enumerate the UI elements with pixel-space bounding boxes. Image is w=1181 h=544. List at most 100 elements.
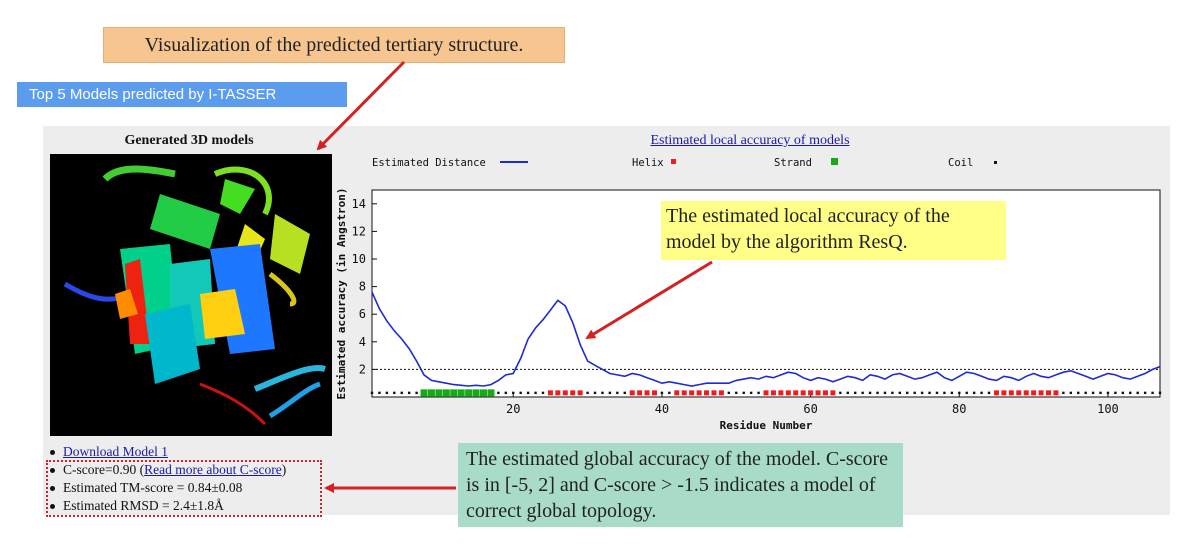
coil-marker [906,391,909,395]
helix-marker [1038,390,1044,396]
coil-marker [958,391,961,395]
coil-marker [943,391,946,395]
coil-marker [742,391,745,395]
coil-marker [735,391,738,395]
helix-marker [808,390,814,396]
coil-marker [400,391,403,395]
coil-marker [370,391,374,395]
coil-marker [928,391,931,395]
x-tick-label: 80 [952,402,966,416]
helix-marker [1045,390,1051,396]
y-tick-label: 12 [352,224,366,238]
coil-marker [1091,391,1095,395]
strand-marker [442,389,450,397]
strand-marker [420,389,428,397]
coil-marker [1099,391,1102,395]
coil-marker [972,391,976,395]
y-tick-label: 6 [359,307,366,321]
helix-marker [718,390,724,396]
y-tick-label: 14 [352,197,366,211]
legend-distance-label: Estimated Distance [372,157,486,169]
coil-marker [608,391,612,395]
distance-series-line [371,291,1161,387]
download-model-link[interactable]: Download Model 1 [63,444,168,459]
coil-marker [913,391,916,395]
coil-marker [1062,391,1065,395]
coil-marker [593,391,597,395]
coil-marker [623,391,626,395]
coil-marker [749,391,753,395]
model-3d-viewer[interactable] [50,154,332,436]
y-tick-label: 4 [359,335,366,349]
x-axis-label: Residue Number [720,419,813,432]
helix-marker [830,390,836,396]
helix-marker [644,390,650,396]
cscore-value: C-score=0.90 [63,462,137,477]
helix-marker [570,390,576,396]
legend-strand-label: Strand [774,157,812,169]
helix-marker [689,390,695,396]
coil-marker [987,391,991,395]
strand-marker [457,389,465,397]
helix-marker [555,390,561,396]
y-tick-label: 8 [359,280,366,294]
coil-marker [1069,391,1072,395]
helix-marker [815,390,821,396]
structure-annotation: Visualization of the predicted tertiary … [103,27,565,63]
models-title: Generated 3D models [124,133,254,148]
helix-marker [704,390,710,396]
global-accuracy-annotation: The estimated global accuracy of the mod… [458,443,903,527]
legend-strand-swatch [831,158,838,165]
rmsd-item: Estimated RMSD = 2.4±1.8Å [50,497,286,515]
coil-marker [846,391,849,395]
y-tick-label: 2 [359,362,366,376]
helix-marker [629,390,635,396]
helix-marker [577,390,583,396]
rmsd-value: Estimated RMSD = 2.4±1.8Å [63,498,224,513]
coil-marker [668,391,671,395]
local-accuracy-title-link[interactable]: Estimated local accuracy of models [650,133,850,148]
helix-marker [993,390,999,396]
helix-marker [770,390,776,396]
coil-marker [519,391,522,395]
coil-marker [1077,391,1080,395]
legend-helix-swatch [671,159,676,164]
coil-marker [883,391,887,395]
coil-marker [868,391,872,395]
coil-marker [385,391,389,395]
coil-marker [727,391,731,395]
coil-marker [526,391,530,395]
helix-marker [1053,390,1059,396]
helix-marker [1016,390,1022,396]
coil-marker [1114,391,1117,395]
x-tick-label: 20 [506,402,520,416]
coil-marker [504,391,508,395]
cscore-item: C-score=0.90 (Read more about C-score) [50,461,286,479]
cscore-info-link[interactable]: Read more about C-score [144,462,282,477]
x-tick-label: 40 [655,402,669,416]
coil-marker [601,391,604,395]
arrow-to-3d-model [316,60,406,151]
helix-marker [778,390,784,396]
tm-score-value: Estimated TM-score = 0.84±0.08 [63,480,243,495]
helix-marker [1023,390,1029,396]
legend-helix-label: Helix [632,157,664,169]
helix-marker [651,390,657,396]
coil-marker [616,391,619,395]
coil-marker [891,391,894,395]
coil-marker [393,391,396,395]
helix-marker [763,390,769,396]
coil-marker [407,391,411,395]
coil-marker [876,391,879,395]
tm-score-item: Estimated TM-score = 0.84±0.08 [50,479,286,497]
coil-marker [1121,391,1125,395]
coil-marker [1129,391,1132,395]
coil-marker [1151,391,1154,395]
helix-marker [1001,390,1007,396]
helix-marker [637,390,643,396]
y-axis-label: Estimated accuracy (in Angstron) [335,188,348,400]
coil-marker [1136,391,1139,395]
coil-marker [950,391,954,395]
helix-marker [681,390,687,396]
coil-marker [512,391,515,395]
